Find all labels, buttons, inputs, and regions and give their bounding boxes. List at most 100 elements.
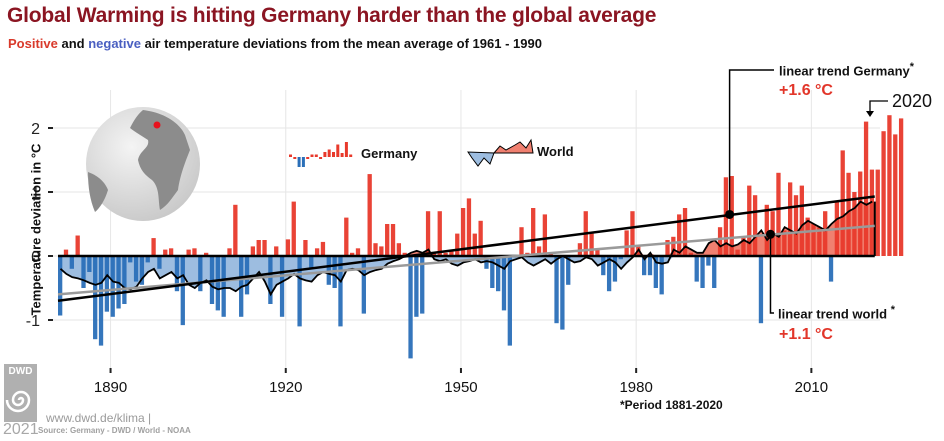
germany-bar xyxy=(449,249,454,256)
germany-bar xyxy=(81,256,86,288)
legend-world-label: World xyxy=(537,144,574,159)
germany-bar xyxy=(163,249,168,256)
footer-year: 2021 xyxy=(3,421,39,438)
germany-bar xyxy=(425,211,431,256)
germany-bar xyxy=(852,192,857,256)
germany-bar xyxy=(157,256,162,269)
germany-bar xyxy=(186,249,191,256)
germany-bar xyxy=(303,240,308,256)
germany-bar xyxy=(887,115,892,256)
trend-germany-leader xyxy=(728,69,774,215)
period-note: *Period 1881-2020 xyxy=(620,398,723,412)
chart-title: Global Warming is hitting Germany harder… xyxy=(7,4,657,27)
legend-germany-label: Germany xyxy=(361,146,418,161)
germany-bar xyxy=(840,150,845,256)
footer-url: www.dwd.de/klima | xyxy=(46,411,152,425)
germany-bar xyxy=(496,256,501,292)
germany-bar xyxy=(98,256,104,346)
germany-bar xyxy=(431,252,437,256)
germany-bar xyxy=(350,252,355,256)
world-negative-area xyxy=(60,256,873,295)
germany-bar xyxy=(168,248,174,256)
germany-bar xyxy=(601,256,606,276)
trend-world-star: * xyxy=(890,304,895,316)
germany-bar xyxy=(858,171,863,256)
y-tick-label: 0 xyxy=(31,249,40,266)
germany-bar xyxy=(274,246,279,256)
germany-bar xyxy=(402,252,407,256)
subtitle-and: and xyxy=(57,36,89,51)
germany-bars xyxy=(58,115,904,359)
germany-bar xyxy=(408,256,413,359)
germany-bar xyxy=(863,121,869,256)
germany-bar xyxy=(507,256,512,346)
germany-bar xyxy=(717,227,723,256)
germany-bar xyxy=(805,217,810,256)
trend-germany-label: linear trend Germany* xyxy=(779,61,914,78)
germany-bar xyxy=(735,249,740,256)
germany-bar xyxy=(501,256,507,311)
germany-bar xyxy=(338,256,343,327)
germany-bar xyxy=(589,233,594,256)
legend-germany-bar xyxy=(323,152,327,157)
germany-bar xyxy=(531,208,536,256)
germany-bar xyxy=(747,185,752,256)
y-axis-label: Temperature deviation in °C xyxy=(28,143,44,316)
legend-germany-bar xyxy=(336,144,340,157)
germany-bar xyxy=(285,239,291,256)
dwd-logo: DWD xyxy=(4,364,37,422)
germany-bar xyxy=(320,241,326,256)
germany-bar xyxy=(490,256,495,288)
germany-bar xyxy=(706,256,711,266)
germany-bar xyxy=(466,198,472,256)
trend-germany-star: * xyxy=(909,61,914,73)
trend-world-text: linear trend world xyxy=(778,306,888,322)
x-tick-label: 2010 xyxy=(795,379,828,396)
x-tick-label: 1950 xyxy=(444,379,477,396)
germany-bar xyxy=(898,118,904,257)
germany-bar xyxy=(823,211,828,256)
germany-bar xyxy=(110,256,115,317)
germany-bar xyxy=(443,252,448,256)
germany-bar xyxy=(799,185,804,256)
germany-bar xyxy=(367,174,372,256)
y-tick-label: -1 xyxy=(26,313,40,330)
germany-bar xyxy=(630,211,635,256)
germany-bar xyxy=(250,246,256,256)
germany-bar xyxy=(227,248,232,256)
germany-bar xyxy=(122,256,127,304)
germany-bar xyxy=(776,172,781,256)
germany-bar xyxy=(764,204,769,256)
year-2020-leader xyxy=(869,100,888,112)
x-tick-label: 1920 xyxy=(269,379,302,396)
world-line xyxy=(59,200,873,297)
germany-bar xyxy=(624,230,629,256)
trend-germany-value: +1.6 °C xyxy=(779,82,833,99)
germany-bar xyxy=(758,256,764,324)
germany-bar xyxy=(75,235,80,256)
germany-bar xyxy=(647,256,653,276)
germany-bar xyxy=(741,236,746,256)
germany-bar xyxy=(93,256,98,340)
germany-bar xyxy=(379,246,384,256)
germany-bar xyxy=(309,256,314,269)
germany-bar xyxy=(712,256,717,288)
germany-bar xyxy=(344,217,349,256)
legend-world-positive xyxy=(492,138,534,154)
germany-bar xyxy=(151,238,156,256)
germany-bar xyxy=(752,195,758,256)
x-tick-label: 1980 xyxy=(619,379,652,396)
subtitle-rest: air temperature deviations from the mean… xyxy=(140,36,542,51)
germany-bar xyxy=(659,256,664,295)
germany-bar xyxy=(566,256,571,285)
germany-bar xyxy=(326,256,331,285)
germany-bar xyxy=(385,224,390,256)
legend-germany-bar xyxy=(297,157,301,167)
legend-germany-bar xyxy=(319,157,323,159)
legend-germany-bar xyxy=(349,154,353,157)
germany-bar xyxy=(268,256,273,304)
germany-bar xyxy=(373,243,378,256)
germany-bar xyxy=(256,240,261,256)
germany-bar xyxy=(554,256,559,324)
germany-bar xyxy=(618,256,623,260)
